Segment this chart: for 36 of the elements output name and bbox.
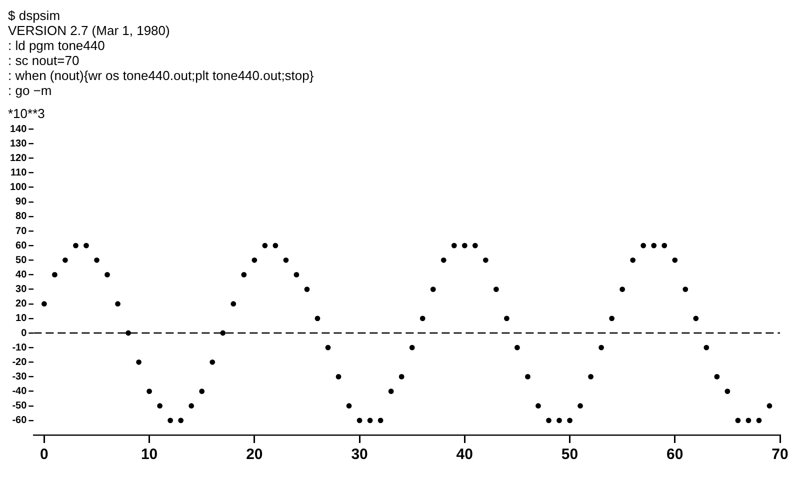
- text: $ dspsim: [8, 8, 62, 23]
- y-tick-label: 130: [10, 138, 28, 150]
- y-tick-label: 100: [10, 182, 28, 194]
- y-tick-label: 90: [16, 196, 28, 208]
- y-tick-label: 20: [16, 298, 28, 310]
- y-tick-label: -20: [12, 356, 28, 368]
- y-tick-label: -30: [12, 371, 28, 382]
- y-tick-label: -40: [12, 386, 28, 398]
- x-tick-label: 0: [40, 446, 48, 464]
- x-tick-label: 60: [666, 446, 684, 464]
- y-tick-label: 110: [10, 167, 28, 178]
- y-tick-label: 120: [10, 152, 28, 164]
- y-tick-label: 50: [16, 254, 28, 266]
- y-tick-label: 0: [21, 328, 28, 339]
- text: VERSION 2.7 (Mar 1, 1980): [8, 23, 171, 38]
- y-axis-title: *10**3: [8, 106, 46, 121]
- y-tick-label: 140: [10, 124, 28, 135]
- x-tick-label: 40: [456, 446, 473, 464]
- y-tick-label: 10: [16, 313, 28, 324]
- y-tick-label: 70: [16, 226, 28, 237]
- text: : when (nout){wr os tone440.out;plt tone440.out;stop}: [8, 68, 315, 83]
- x-tick-label: 50: [561, 446, 578, 464]
- y-tick-label: 60: [16, 240, 28, 252]
- y-tick-label: 30: [16, 284, 28, 296]
- x-tick-label: 30: [351, 446, 368, 464]
- text: : go −m: [8, 83, 53, 98]
- y-tick-label: -60: [12, 415, 28, 426]
- text: : ld pgm tone440: [8, 38, 106, 53]
- y-tick-label: -10: [12, 342, 28, 354]
- x-tick-label: 20: [246, 446, 263, 464]
- y-tick-label: -50: [12, 400, 28, 412]
- x-tick-label: 70: [772, 446, 788, 464]
- text: : sc nout=70: [8, 53, 80, 68]
- y-tick-label: 80: [16, 211, 28, 222]
- x-tick-label: 10: [140, 446, 158, 464]
- y-tick-label: 40: [16, 269, 28, 280]
